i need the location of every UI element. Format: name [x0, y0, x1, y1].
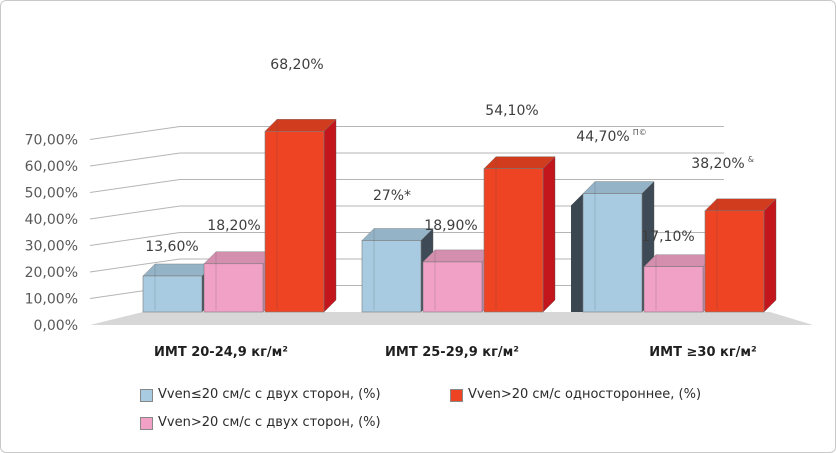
- legend-swatch-2: [450, 389, 463, 402]
- bar-0-2: [264, 130, 325, 313]
- legend-swatch-0: [140, 389, 153, 402]
- legend-label-0: Vven≤20 см/с с двух сторон, (%): [158, 387, 381, 402]
- gridline-7: [89, 126, 724, 140]
- bar-0-1-top: [203, 251, 276, 264]
- bar-0-0-top: [142, 263, 215, 277]
- bar-1-2-top: [483, 156, 556, 169]
- data-label-0-2: 68,20%: [270, 57, 323, 73]
- x-category-label-1: ИМТ 25-29,9 кг/м²: [385, 345, 519, 360]
- legend-label-2: Vven>20 см/с одностороннее, (%): [468, 387, 702, 402]
- chart-floor: [90, 312, 813, 325]
- data-label-2-0: 44,70%: [576, 129, 629, 145]
- y-tick-label-1: 10,00%: [25, 292, 78, 308]
- bar-0-1: [203, 263, 264, 313]
- bar-0-2-top: [264, 119, 337, 132]
- bar-1-1: [422, 261, 483, 313]
- data-label-mark-2-2: &: [748, 155, 754, 164]
- bar-2-1: [643, 266, 704, 313]
- gridline-6: [89, 152, 724, 167]
- bar-1-2: [483, 168, 544, 313]
- bar-1-0-top: [361, 228, 434, 241]
- bar-2-0: [582, 193, 643, 313]
- bar-0-0: [142, 275, 203, 313]
- bar-1-2-side: [542, 156, 556, 313]
- bar-2-0-left: [571, 193, 583, 312]
- data-label-0-0: 13,60%: [145, 239, 198, 255]
- data-label-1-2: 54,10%: [485, 103, 538, 119]
- data-label-1-1: 18,90%: [424, 218, 477, 234]
- bar-0-2-side: [323, 118, 337, 313]
- y-tick-label-7: 70,00%: [25, 133, 78, 149]
- data-label-0-1: 18,20%: [207, 218, 260, 234]
- x-category-label-0: ИМТ 20-24,9 кг/м²: [154, 345, 288, 360]
- bar-1-0: [361, 240, 422, 313]
- data-label-2-1: 17,10%: [641, 229, 694, 245]
- y-tick-label-5: 50,00%: [25, 186, 78, 202]
- data-label-1-0: 27%*: [373, 188, 411, 204]
- data-label-2-2: 38,20%: [691, 156, 744, 172]
- y-tick-label-3: 30,00%: [25, 239, 78, 255]
- data-label-mark-2-0: П©: [633, 128, 647, 137]
- bar-2-2: [704, 210, 765, 313]
- x-category-label-2: ИМТ ≥30 кг/м²: [649, 345, 756, 360]
- bar-2-2-side: [763, 198, 777, 313]
- legend-label-1: Vven>20 см/с с двух сторон, (%): [158, 415, 381, 430]
- bar-2-0-top: [582, 181, 655, 194]
- legend-swatch-1: [140, 417, 153, 430]
- y-tick-label-2: 20,00%: [25, 265, 78, 281]
- bar-1-1-top: [422, 249, 495, 263]
- y-tick-label-4: 40,00%: [25, 212, 78, 228]
- bar-2-2-top: [704, 198, 777, 211]
- y-tick-label-0: 0,00%: [34, 318, 78, 334]
- bar-2-1-top: [643, 254, 716, 267]
- y-tick-label-6: 60,00%: [25, 159, 78, 175]
